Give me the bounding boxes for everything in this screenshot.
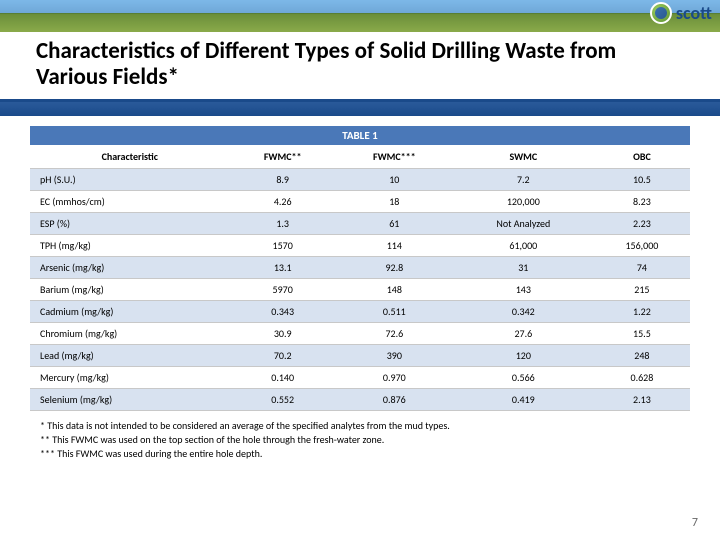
table-cell: 0.342 [453, 300, 594, 322]
table-wrap: TABLE 1 Characteristic FWMC** FWMC*** SW… [30, 126, 690, 411]
table-cell: 248 [594, 344, 690, 366]
footnotes: * This data is not intended to be consid… [0, 411, 720, 460]
table-cell: 4.26 [230, 190, 336, 212]
table-cell: 61,000 [453, 234, 594, 256]
table-cell: Chromium (mg/kg) [30, 322, 230, 344]
table-cell: 27.6 [453, 322, 594, 344]
table-cell: 143 [453, 278, 594, 300]
page-number: 7 [692, 516, 698, 530]
table-row: EC (mmhos/cm)4.2618120,0008.23 [30, 190, 690, 212]
table-row: Barium (mg/kg)5970148143215 [30, 278, 690, 300]
table-cell: 7.2 [453, 168, 594, 190]
table-cell: 120,000 [453, 190, 594, 212]
table-cell: 0.511 [336, 300, 453, 322]
table-cell: 31 [453, 256, 594, 278]
table-row: pH (S.U.)8.9107.210.5 [30, 168, 690, 190]
sub-banner [0, 102, 720, 116]
table-cell: 0.876 [336, 388, 453, 410]
table-cell: 0.140 [230, 366, 336, 388]
top-banner: scott [0, 0, 720, 32]
table-cell: 15.5 [594, 322, 690, 344]
table-row: TPH (mg/kg)157011461,000156,000 [30, 234, 690, 256]
table-row: ESP (%)1.361Not Analyzed2.23 [30, 212, 690, 234]
table-cell: 2.13 [594, 388, 690, 410]
table-row: Mercury (mg/kg)0.1400.9700.5660.628 [30, 366, 690, 388]
col-header: FWMC** [230, 145, 336, 169]
table-row: Arsenic (mg/kg)13.192.83174 [30, 256, 690, 278]
table-row: Chromium (mg/kg)30.972.627.615.5 [30, 322, 690, 344]
data-table: Characteristic FWMC** FWMC*** SWMC OBC p… [30, 145, 690, 411]
footnote: * This data is not intended to be consid… [40, 419, 690, 432]
table-cell: 148 [336, 278, 453, 300]
table-cell: 1.3 [230, 212, 336, 234]
table-cell: 5970 [230, 278, 336, 300]
table-cell: 390 [336, 344, 453, 366]
logo-icon [650, 2, 672, 24]
col-header: SWMC [453, 145, 594, 169]
table-cell: TPH (mg/kg) [30, 234, 230, 256]
table-cell: 215 [594, 278, 690, 300]
table-cell: EC (mmhos/cm) [30, 190, 230, 212]
table-row: Selenium (mg/kg)0.5520.8760.4192.13 [30, 388, 690, 410]
footnote: *** This FWMC was used during the entire… [40, 447, 690, 460]
table-cell: 120 [453, 344, 594, 366]
table-cell: 18 [336, 190, 453, 212]
table-cell: 92.8 [336, 256, 453, 278]
table-cell: 61 [336, 212, 453, 234]
table-cell: 30.9 [230, 322, 336, 344]
table-cell: 0.970 [336, 366, 453, 388]
footnote: ** This FWMC was used on the top section… [40, 433, 690, 446]
page-title: Characteristics of Different Types of So… [36, 38, 684, 91]
table-cell: 72.6 [336, 322, 453, 344]
table-caption: TABLE 1 [30, 126, 690, 145]
table-cell: 2.23 [594, 212, 690, 234]
table-cell: 13.1 [230, 256, 336, 278]
content-area: TABLE 1 Characteristic FWMC** FWMC*** SW… [0, 116, 720, 411]
table-cell: 10.5 [594, 168, 690, 190]
table-cell: Arsenic (mg/kg) [30, 256, 230, 278]
table-header-row: Characteristic FWMC** FWMC*** SWMC OBC [30, 145, 690, 169]
table-cell: 1570 [230, 234, 336, 256]
table-cell: 0.419 [453, 388, 594, 410]
col-header: FWMC*** [336, 145, 453, 169]
table-cell: 10 [336, 168, 453, 190]
table-row: Lead (mg/kg)70.2390120248 [30, 344, 690, 366]
title-block: Characteristics of Different Types of So… [0, 32, 720, 102]
brand-text: scott [676, 2, 712, 24]
table-cell: 0.343 [230, 300, 336, 322]
col-header: Characteristic [30, 145, 230, 169]
table-cell: 1.22 [594, 300, 690, 322]
table-cell: 156,000 [594, 234, 690, 256]
col-header: OBC [594, 145, 690, 169]
table-cell: Cadmium (mg/kg) [30, 300, 230, 322]
table-cell: 114 [336, 234, 453, 256]
table-row: Cadmium (mg/kg)0.3430.5110.3421.22 [30, 300, 690, 322]
table-cell: Not Analyzed [453, 212, 594, 234]
table-cell: pH (S.U.) [30, 168, 230, 190]
table-cell: Mercury (mg/kg) [30, 366, 230, 388]
table-cell: 8.9 [230, 168, 336, 190]
table-cell: 74 [594, 256, 690, 278]
table-cell: 0.566 [453, 366, 594, 388]
table-cell: Barium (mg/kg) [30, 278, 230, 300]
table-cell: 0.628 [594, 366, 690, 388]
table-cell: ESP (%) [30, 212, 230, 234]
table-cell: Lead (mg/kg) [30, 344, 230, 366]
table-cell: 8.23 [594, 190, 690, 212]
table-cell: Selenium (mg/kg) [30, 388, 230, 410]
table-cell: 70.2 [230, 344, 336, 366]
table-cell: 0.552 [230, 388, 336, 410]
brand-block: scott [650, 2, 712, 24]
